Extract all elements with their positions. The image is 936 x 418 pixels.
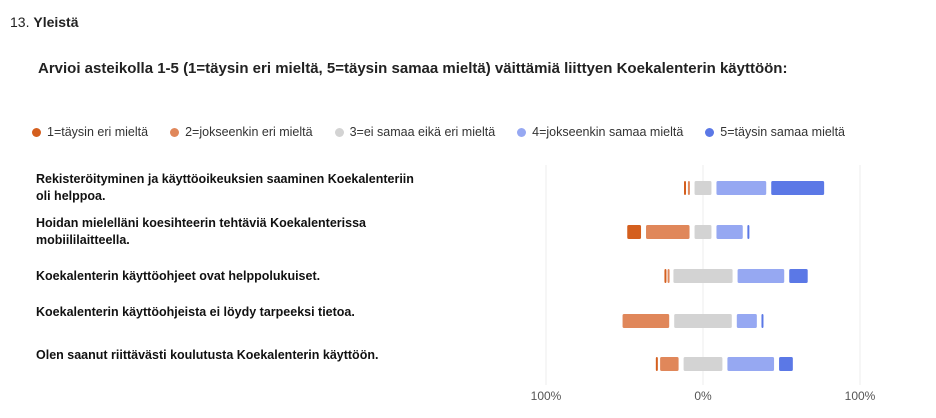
bar-segment [655, 357, 658, 371]
bar-segment [779, 357, 793, 371]
bar-segment [694, 225, 712, 239]
bar-segment [747, 225, 750, 239]
legend-swatch [517, 127, 527, 137]
x-tick-label: 0% [694, 389, 712, 403]
question-number: 13. [10, 14, 30, 30]
row-label: Olen saanut riittävästi koulutusta Koeka… [36, 348, 379, 362]
row-label: Hoidan mielelläni koesihteerin tehtäviä … [36, 216, 366, 247]
bar-segment [684, 181, 687, 195]
legend-item: 3=ei samaa eikä eri mieltä [334, 125, 496, 139]
bar-segment [667, 269, 670, 283]
x-tick-label: 100% [531, 389, 562, 403]
bar-segment [737, 269, 785, 283]
legend-label: 2=jokseenkin eri mieltä [185, 125, 313, 139]
legend-item: 4=jokseenkin samaa mieltä [517, 125, 683, 139]
legend-item: 5=täysin samaa mieltä [705, 125, 845, 139]
bar-segment [673, 269, 733, 283]
legend-swatch [170, 127, 180, 137]
bar-segment [683, 357, 723, 371]
x-tick-label: 100% [845, 389, 876, 403]
legend-item: 2=jokseenkin eri mieltä [170, 125, 313, 139]
legend-item: 1=täysin eri mieltä [32, 125, 148, 139]
bar-segment [789, 269, 808, 283]
bar-segment [761, 314, 764, 328]
bar-segment [646, 225, 690, 239]
bar-segment [736, 314, 757, 328]
bar-segment [622, 314, 670, 328]
row-label: Rekisteröityminen ja käyttöoikeuksien sa… [36, 172, 414, 203]
question-heading: 13. Yleistä [10, 14, 79, 30]
bar-segment [716, 225, 743, 239]
legend-swatch [32, 127, 41, 137]
bar-segment [687, 181, 690, 195]
bar-segment [694, 181, 712, 195]
bar-segment [727, 357, 775, 371]
bar-segment [674, 314, 732, 328]
question-title: Yleistä [33, 14, 79, 30]
bar-segment [627, 225, 642, 239]
chart-subtitle: Arvioi asteikolla 1-5 (1=täysin eri miel… [38, 60, 788, 77]
legend-swatch [334, 127, 344, 137]
bar-segment [664, 269, 667, 283]
chart-legend: 1=täysin eri mieltä 2=jokseenkin eri miel… [32, 125, 867, 139]
row-label: Koekalenterin käyttöohjeet ovat helppolu… [36, 268, 321, 283]
bar-segment [660, 357, 679, 371]
row-label: Koekalenterin käyttöohjeista ei löydy ta… [36, 305, 355, 319]
legend-label: 5=täysin samaa mieltä [720, 125, 845, 139]
bar-segment [716, 181, 767, 195]
legend-swatch [705, 127, 715, 137]
legend-label: 4=jokseenkin samaa mieltä [532, 125, 684, 139]
legend-label: 3=ei samaa eikä eri mieltä [349, 125, 496, 139]
bar-segment [771, 181, 825, 195]
legend-label: 1=täysin eri mieltä [47, 125, 149, 139]
